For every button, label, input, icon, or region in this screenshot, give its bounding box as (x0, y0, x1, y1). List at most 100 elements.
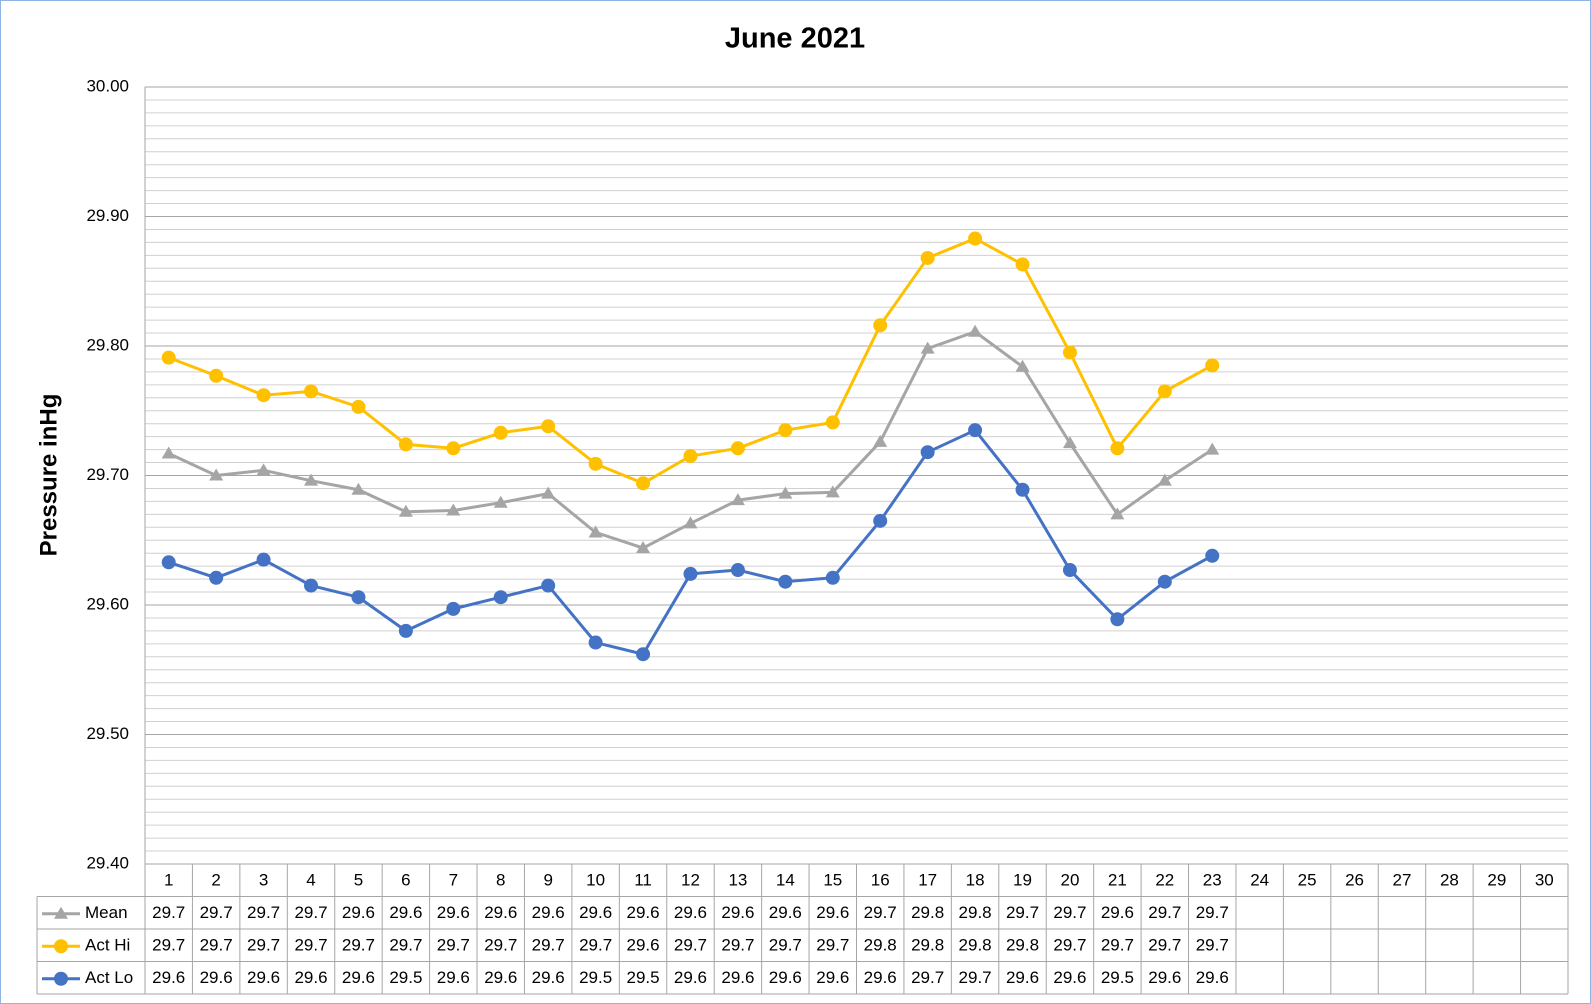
marker (1205, 442, 1220, 455)
table-value: 29.7 (911, 968, 944, 987)
x-tick-label: 22 (1155, 871, 1174, 890)
x-tick-label: 21 (1108, 871, 1127, 890)
table-value: 29.6 (816, 968, 849, 987)
table-value: 29.6 (484, 903, 517, 922)
table-value: 29.6 (627, 936, 660, 955)
table-value: 29.7 (247, 936, 280, 955)
marker (730, 441, 745, 456)
marker (1110, 441, 1125, 456)
marker (256, 388, 271, 403)
table-value: 29.7 (152, 936, 185, 955)
table-value: 29.7 (959, 968, 992, 987)
marker (825, 570, 840, 585)
table-value: 29.7 (864, 903, 897, 922)
table-value: 29.6 (484, 968, 517, 987)
x-tick-label: 24 (1250, 871, 1269, 890)
x-tick-label: 19 (1013, 871, 1032, 890)
table-value: 29.8 (911, 903, 944, 922)
table-value: 29.7 (342, 936, 375, 955)
marker (1062, 345, 1077, 360)
table-value: 29.6 (200, 968, 233, 987)
marker (825, 415, 840, 430)
table-value: 29.6 (627, 903, 660, 922)
marker (588, 635, 603, 650)
x-tick-label: 17 (918, 871, 937, 890)
marker (920, 341, 935, 354)
table-value: 29.6 (437, 903, 470, 922)
x-tick-label: 27 (1393, 871, 1412, 890)
marker (351, 482, 366, 495)
marker (1015, 359, 1030, 372)
x-tick-label: 5 (354, 871, 363, 890)
marker (1157, 473, 1172, 486)
table-value: 29.7 (1006, 903, 1039, 922)
marker (493, 590, 508, 605)
marker (636, 647, 651, 662)
x-tick-label: 9 (543, 871, 552, 890)
marker (1157, 574, 1172, 589)
x-tick-label: 3 (259, 871, 268, 890)
y-tick-label: 29.40 (86, 853, 129, 872)
table-value: 29.6 (294, 968, 327, 987)
marker (209, 570, 224, 585)
marker (873, 318, 888, 333)
table-value: 29.8 (1006, 936, 1039, 955)
y-tick-label: 29.70 (86, 465, 129, 484)
marker (398, 437, 413, 452)
x-tick-label: 12 (681, 871, 700, 890)
table-value: 29.6 (721, 903, 754, 922)
marker (398, 623, 413, 638)
marker (1062, 436, 1077, 449)
x-tick-label: 28 (1440, 871, 1459, 890)
table-value: 29.7 (721, 936, 754, 955)
marker (920, 445, 935, 460)
table-value: 29.6 (389, 903, 422, 922)
table-value: 29.6 (674, 968, 707, 987)
marker (493, 495, 508, 508)
table-value: 29.6 (769, 903, 802, 922)
table-value: 29.6 (1148, 968, 1181, 987)
table-value: 29.7 (674, 936, 707, 955)
table-value: 29.6 (674, 903, 707, 922)
marker (778, 423, 793, 438)
x-tick-label: 23 (1203, 871, 1222, 890)
table-value: 29.6 (579, 903, 612, 922)
x-tick-label: 26 (1345, 871, 1364, 890)
table-value: 29.7 (1053, 936, 1086, 955)
table-value: 29.6 (1196, 968, 1229, 987)
marker (1157, 384, 1172, 399)
marker (54, 939, 68, 954)
marker (541, 578, 556, 593)
x-tick-label: 25 (1298, 871, 1317, 890)
x-tick-label: 20 (1060, 871, 1079, 890)
marker (636, 476, 651, 491)
table-value: 29.7 (769, 936, 802, 955)
table-value: 29.8 (864, 936, 897, 955)
marker (161, 446, 176, 459)
marker (778, 486, 793, 499)
y-tick-label: 29.50 (86, 724, 129, 743)
table-value: 29.7 (437, 936, 470, 955)
marker (1205, 548, 1220, 563)
x-tick-label: 29 (1487, 871, 1506, 890)
table-value: 29.6 (152, 968, 185, 987)
x-tick-label: 2 (211, 871, 220, 890)
marker (209, 468, 224, 481)
table-value: 29.5 (579, 968, 612, 987)
marker (446, 441, 461, 456)
table-value: 29.6 (721, 968, 754, 987)
table-value: 29.7 (1196, 936, 1229, 955)
table-value: 29.6 (769, 968, 802, 987)
table-value: 29.8 (959, 936, 992, 955)
table-value: 29.7 (294, 903, 327, 922)
marker (920, 250, 935, 265)
table-value: 29.7 (389, 936, 422, 955)
table-value: 29.7 (1148, 936, 1181, 955)
table-value: 29.6 (342, 968, 375, 987)
x-tick-label: 11 (634, 871, 652, 890)
marker (730, 563, 745, 578)
table-value: 29.7 (1053, 903, 1086, 922)
x-tick-label: 6 (401, 871, 410, 890)
table-value: 29.7 (152, 903, 185, 922)
